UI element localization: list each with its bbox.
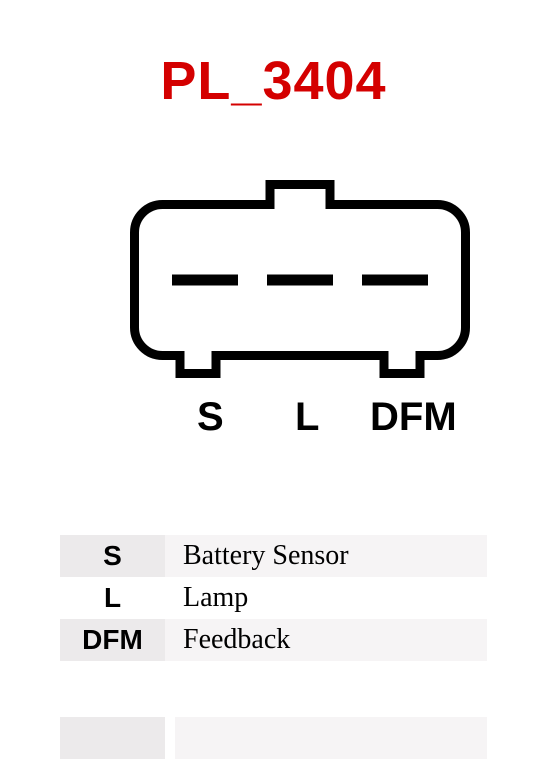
legend-symbol: DFM <box>60 619 165 661</box>
legend-desc: Lamp <box>165 577 487 619</box>
legend-empty-symbol <box>60 717 165 759</box>
connector-diagram <box>130 180 490 390</box>
legend-row: L Lamp <box>60 577 487 619</box>
pin-label-l: L <box>295 395 319 440</box>
legend-desc: Feedback <box>165 619 487 661</box>
legend-empty-row <box>60 717 487 759</box>
pin-label-dfm: DFM <box>370 395 457 440</box>
legend-desc: Battery Sensor <box>165 535 487 577</box>
legend-empty-desc <box>175 717 487 759</box>
pin-label-s: S <box>197 395 224 440</box>
part-number-title: PL_3404 <box>0 50 547 112</box>
legend-row: S Battery Sensor <box>60 535 487 577</box>
legend-symbol: S <box>60 535 165 577</box>
legend-symbol: L <box>60 577 165 619</box>
legend-row: DFM Feedback <box>60 619 487 661</box>
legend-table: S Battery Sensor L Lamp DFM Feedback <box>60 535 487 661</box>
